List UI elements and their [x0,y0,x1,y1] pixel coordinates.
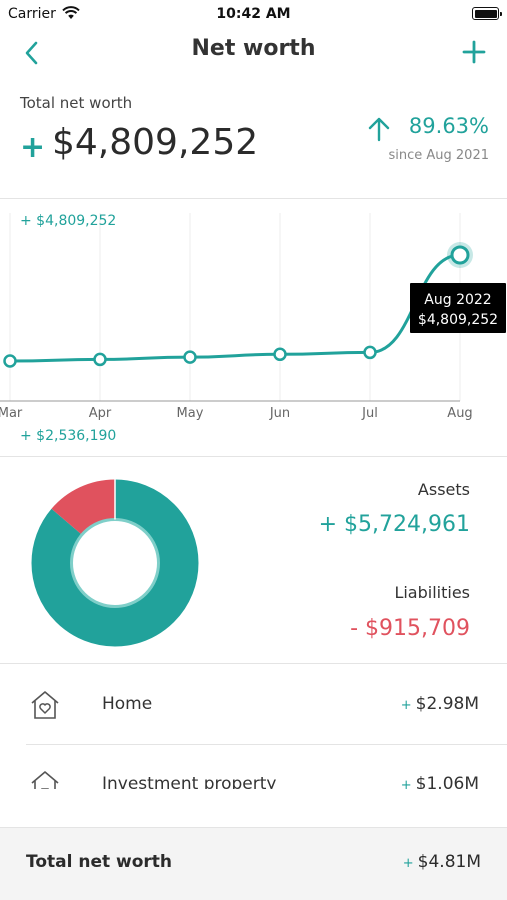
value-amount: $1.06M [415,774,479,789]
data-point[interactable] [93,352,107,367]
x-tick-label: May [177,406,204,421]
change-since: since Aug 2021 [388,148,489,163]
house-icon [28,769,62,789]
x-tick-label: Aug [447,406,472,421]
net-worth-chart[interactable]: + $4,809,252 + $2,536,190 Mar Apr May Jun Ju… [0,199,507,457]
nav-bar: Net worth [0,30,507,74]
line-chart[interactable]: + $4,809,252 + $2,536,190 Mar Apr May Jun Ju… [0,199,507,457]
change-percent: 89.63% [408,114,489,138]
list-item-home[interactable]: Home + $2.98M [0,665,507,745]
asset-list: Home + $2.98M Investment property + $1.06M [0,665,507,789]
x-tick-label: Mar [0,406,23,421]
footer-label: Total net worth [26,852,173,872]
list-item-label: Investment property [102,774,277,789]
battery-icon [472,7,502,20]
series-line [8,253,462,363]
x-tick-label: Jun [269,406,290,421]
net-worth-summary: Total net worth + $4,809,252 89.63% sinc… [0,74,507,199]
data-point[interactable] [3,354,17,368]
tooltip-month: Aug 2022 [424,292,491,308]
tooltip-value: $4,809,252 [418,312,498,328]
x-tick-label: Jul [361,406,378,421]
footer-amount: $4.81M [417,852,481,872]
assets-liabilities-breakdown: Assets + $5,724,961 Liabilities - $915,7… [0,458,507,664]
net-worth-total: $4,809,252 [52,122,259,163]
liabilities-label: Liabilities [394,583,470,602]
divider [26,744,507,745]
chart-top-label: + $4,809,252 [20,213,116,229]
data-point[interactable] [273,347,287,362]
page-title: Net worth [191,36,316,61]
list-item-label: Home [102,694,153,714]
data-point[interactable] [450,245,470,265]
value-sign: + [400,698,412,713]
footer-sign: + [402,856,414,871]
data-point[interactable] [183,350,197,364]
value-amount: $2.98M [415,694,479,714]
list-item-value: + $2.98M [401,694,479,714]
data-point[interactable] [363,345,377,360]
summary-sign: + [20,130,46,165]
donut-chart [31,479,199,647]
wifi-icon [62,5,80,24]
footer-value: + $4.81M [403,852,481,872]
total-net-worth-footer: Total net worth + $4.81M [0,827,507,900]
assets-label: Assets [417,480,470,499]
chevron-left-icon[interactable] [18,38,48,68]
carrier-label: Carrier [8,6,56,22]
donut-hole [70,518,160,608]
status-bar: Carrier 10:42 AM [0,0,507,30]
chart-bottom-label: + $2,536,190 [20,428,116,444]
clock: 10:42 AM [216,6,291,22]
arrow-up-icon [367,116,391,142]
plus-icon[interactable] [459,37,489,67]
x-tick-label: Apr [89,406,112,421]
liabilities-value: - $915,709 [350,616,470,641]
list-item-investment-property[interactable]: Investment property + $1.06M [0,745,507,789]
list-item-value: + $1.06M [401,774,479,789]
summary-label: Total net worth [20,94,133,112]
assets-value: + $5,724,961 [318,512,470,537]
chart-tooltip: Aug 2022 $4,809,252 [410,283,506,333]
value-sign: + [400,778,412,789]
house-heart-icon [28,689,62,721]
